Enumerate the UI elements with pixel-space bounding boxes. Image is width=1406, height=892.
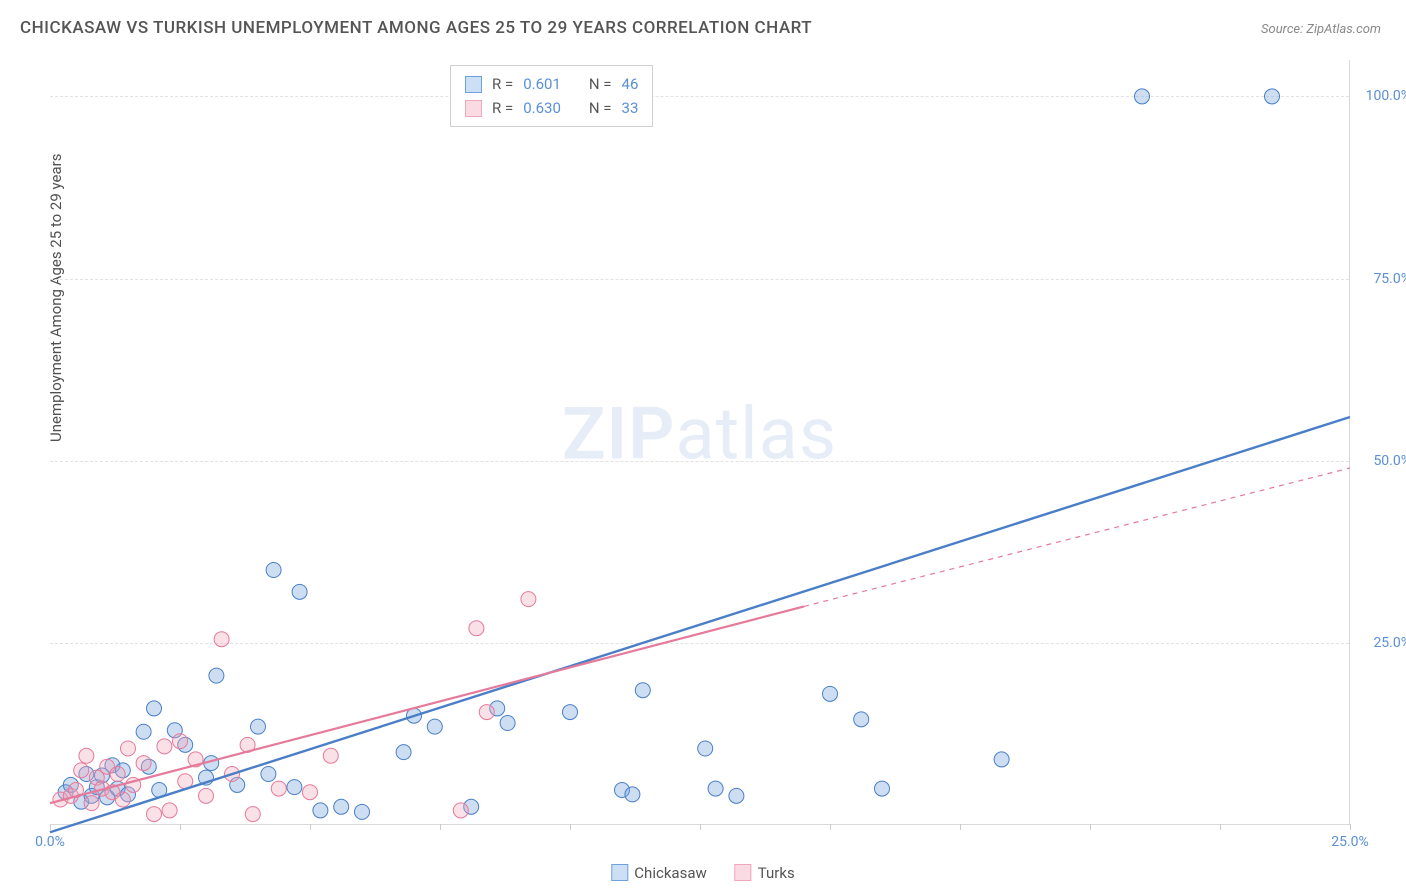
scatter-point [173, 734, 188, 749]
x-tick-label: 25.0% [1331, 834, 1369, 850]
legend-swatch [735, 864, 752, 881]
scatter-point [303, 785, 318, 800]
scatter-point [1265, 89, 1280, 104]
x-tick [440, 824, 441, 830]
scatter-point [1135, 89, 1150, 104]
legend-bottom: Chickasaw Turks [611, 864, 794, 882]
svg-overlay [50, 60, 1349, 824]
scatter-point [427, 719, 442, 734]
r-label: R = [492, 72, 513, 96]
scatter-point [157, 739, 172, 754]
scatter-point [453, 803, 468, 818]
scatter-point [698, 741, 713, 756]
correlation-row: R = 0.601 N = 46 [465, 72, 638, 96]
scatter-point [79, 748, 94, 763]
r-value: 0.601 [523, 72, 561, 96]
scatter-point [287, 780, 302, 795]
scatter-point [875, 781, 890, 796]
scatter-point [136, 724, 151, 739]
scatter-point [708, 781, 723, 796]
y-tick-label: 75.0% [1373, 271, 1406, 287]
scatter-point [162, 803, 177, 818]
scatter-point [84, 796, 99, 811]
scatter-point [334, 799, 349, 814]
scatter-point [110, 767, 125, 782]
series-swatch [465, 76, 482, 93]
x-tick [310, 824, 311, 830]
scatter-point [271, 781, 286, 796]
scatter-point [994, 752, 1009, 767]
x-tick-label: 0.0% [35, 834, 65, 850]
x-tick [1090, 824, 1091, 830]
trend-line [50, 417, 1350, 832]
legend-item: Turks [735, 864, 795, 882]
plot-area: Unemployment Among Ages 25 to 29 years Z… [50, 60, 1350, 825]
scatter-point [563, 705, 578, 720]
scatter-point [355, 804, 370, 819]
y-tick-label: 50.0% [1373, 453, 1406, 469]
n-value: 33 [622, 96, 639, 120]
scatter-point [823, 686, 838, 701]
x-tick [1350, 824, 1351, 830]
scatter-point [136, 756, 151, 771]
scatter-point [209, 668, 224, 683]
r-value: 0.630 [523, 96, 561, 120]
trend-line-extrapolated [804, 468, 1350, 606]
chart-title: CHICKASAW VS TURKISH UNEMPLOYMENT AMONG … [20, 18, 812, 38]
x-tick [1220, 824, 1221, 830]
x-tick [50, 824, 51, 830]
correlation-box: R = 0.601 N = 46 R = 0.630 N = 33 [450, 65, 653, 127]
scatter-point [635, 683, 650, 698]
legend-swatch [611, 864, 628, 881]
scatter-point [147, 701, 162, 716]
scatter-point [729, 788, 744, 803]
n-label: N = [589, 96, 612, 120]
legend-label: Turks [758, 864, 795, 882]
scatter-point [313, 803, 328, 818]
n-label: N = [589, 72, 612, 96]
correlation-row: R = 0.630 N = 33 [465, 96, 638, 120]
trend-line [50, 606, 804, 803]
x-tick [570, 824, 571, 830]
scatter-point [115, 792, 130, 807]
scatter-point [251, 719, 266, 734]
scatter-point [214, 632, 229, 647]
scatter-point [469, 621, 484, 636]
scatter-point [121, 741, 136, 756]
scatter-point [396, 745, 411, 760]
scatter-point [292, 584, 307, 599]
scatter-point [323, 748, 338, 763]
scatter-point [500, 716, 515, 731]
scatter-point [261, 767, 276, 782]
legend-item: Chickasaw [611, 864, 706, 882]
scatter-point [199, 788, 214, 803]
x-tick [180, 824, 181, 830]
series-swatch [465, 100, 482, 117]
chart-container: CHICKASAW VS TURKISH UNEMPLOYMENT AMONG … [0, 0, 1406, 892]
x-tick [830, 824, 831, 830]
scatter-point [479, 705, 494, 720]
scatter-point [625, 787, 640, 802]
scatter-point [266, 563, 281, 578]
n-value: 46 [622, 72, 639, 96]
scatter-point [74, 763, 89, 778]
scatter-point [245, 807, 260, 822]
r-label: R = [492, 96, 513, 120]
legend-label: Chickasaw [634, 864, 706, 882]
y-tick-label: 25.0% [1373, 635, 1406, 651]
x-tick [700, 824, 701, 830]
scatter-point [147, 807, 162, 822]
scatter-point [521, 592, 536, 607]
y-tick-label: 100.0% [1366, 88, 1406, 104]
scatter-point [854, 712, 869, 727]
source-label: Source: ZipAtlas.com [1261, 22, 1381, 37]
x-tick [960, 824, 961, 830]
